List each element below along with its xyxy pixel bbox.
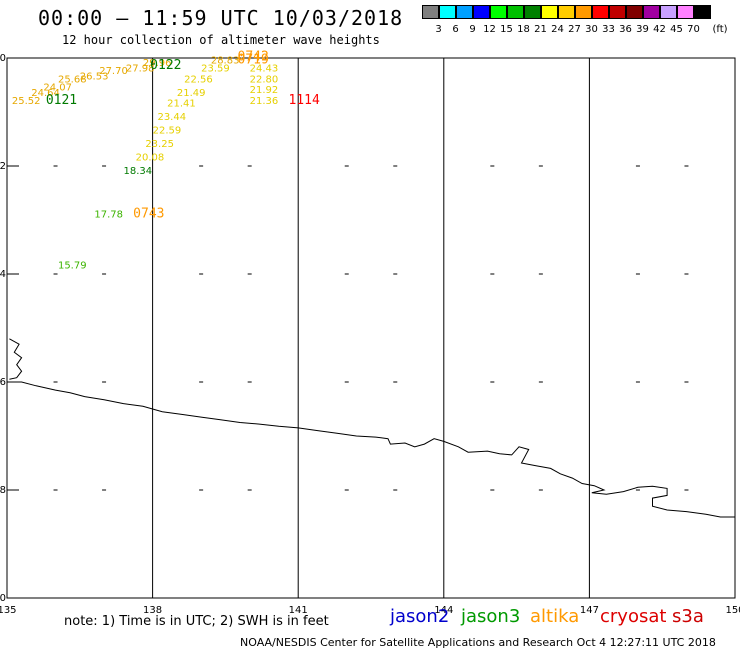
legend-unit: (ft) xyxy=(712,24,728,35)
satellite-cryosat: cryosat xyxy=(600,606,667,627)
pass-time-label: 1114 xyxy=(288,93,319,108)
legend-swatch xyxy=(643,5,660,19)
satellite-jason3: jason3 xyxy=(461,606,521,627)
legend-swatch xyxy=(473,5,490,19)
wave-height-label: 26.53 xyxy=(80,72,109,83)
legend-label: 18 xyxy=(517,24,530,35)
legend-label: 21 xyxy=(534,24,547,35)
pass-time-label: 0743 xyxy=(133,206,164,221)
legend-swatch xyxy=(660,5,677,19)
legend-label: 15 xyxy=(500,24,513,35)
wave-height-label: 22.59 xyxy=(153,126,182,137)
satellite-jason2: jason2 xyxy=(390,606,450,627)
wave-height-label: 21.49 xyxy=(177,88,206,99)
pass-time-label: 0122 xyxy=(150,58,181,73)
wave-height-label: 21.92 xyxy=(250,85,279,96)
lat-tick-label: -60 xyxy=(0,53,6,64)
coastline xyxy=(7,381,735,518)
legend-swatch xyxy=(677,5,694,19)
pass-time-label: 0121 xyxy=(46,93,77,108)
lon-tick-label: 141 xyxy=(289,605,308,616)
legend-label: 45 xyxy=(670,24,683,35)
legend-swatch xyxy=(507,5,524,19)
wave-height-label: 23.59 xyxy=(201,64,230,75)
legend-label: 27 xyxy=(568,24,581,35)
satellite-altika: altika xyxy=(530,606,580,627)
lon-tick-label: 144 xyxy=(434,605,453,616)
legend-swatch xyxy=(609,5,626,19)
legend-label: 3 xyxy=(435,24,442,35)
legend-swatch xyxy=(558,5,575,19)
legend-label: 42 xyxy=(653,24,666,35)
wave-height-label: 28.83 xyxy=(211,55,240,66)
legend-swatch xyxy=(694,5,711,19)
footnote: note: 1) Time is in UTC; 2) SWH is in fe… xyxy=(64,614,329,629)
legend-swatch xyxy=(541,5,558,19)
wave-height-label: 25.52 xyxy=(12,96,41,107)
lat-tick-label: -68 xyxy=(0,485,6,496)
wave-height-label: 20.08 xyxy=(136,153,165,164)
legend-label: 36 xyxy=(619,24,632,35)
wave-height-label: 24.07 xyxy=(43,82,72,93)
wave-height-label: 23.25 xyxy=(145,139,174,150)
lon-tick-label: 147 xyxy=(580,605,599,616)
credit-line: NOAA/NESDIS Center for Satellite Applica… xyxy=(240,636,716,649)
legend-swatch xyxy=(626,5,643,19)
legend-label: 9 xyxy=(469,24,476,35)
wave-height-label: 18.34 xyxy=(123,166,152,177)
legend-swatch xyxy=(439,5,456,19)
lon-tick-label: 150 xyxy=(725,605,740,616)
wave-height-label: 17.78 xyxy=(94,209,123,220)
lat-tick-label: -66 xyxy=(0,377,6,388)
wave-height-label: 23.44 xyxy=(157,112,186,123)
coastline-north xyxy=(9,338,23,380)
legend-swatch xyxy=(456,5,473,19)
pass-time-label: 0742 xyxy=(238,50,269,65)
lon-tick-label: 135 xyxy=(0,605,17,616)
wave-height-label: 21.36 xyxy=(250,96,279,107)
wave-height-label: 24.43 xyxy=(250,64,279,75)
wave-height-label: 22.56 xyxy=(184,74,213,85)
legend-label: 24 xyxy=(551,24,564,35)
lat-tick-label: -64 xyxy=(0,269,6,280)
legend-label: 39 xyxy=(636,24,649,35)
legend-swatch xyxy=(524,5,541,19)
wave-height-label: 25.68 xyxy=(58,74,87,85)
wave-height-label: 27.70 xyxy=(99,66,128,77)
wave-height-label: 22.80 xyxy=(250,74,279,85)
map-subtitle: 12 hour collection of altimeter wave hei… xyxy=(62,33,380,47)
wave-height-label: 21.41 xyxy=(167,99,196,110)
lon-tick-label: 138 xyxy=(143,605,162,616)
map-frame xyxy=(6,57,736,599)
satellite-s3a: s3a xyxy=(672,606,704,627)
legend-swatch xyxy=(422,5,439,19)
wave-height-label: 27.98 xyxy=(126,64,155,75)
legend-label: 6 xyxy=(452,24,459,35)
lat-tick-label: -62 xyxy=(0,161,6,172)
legend-label: 70 xyxy=(687,24,700,35)
wave-height-label: 24.64 xyxy=(31,88,60,99)
wave-height-label: 15.79 xyxy=(58,261,87,272)
legend-swatch xyxy=(490,5,507,19)
legend-label: 30 xyxy=(585,24,598,35)
legend-swatch xyxy=(592,5,609,19)
legend-label: 12 xyxy=(483,24,496,35)
wave-height-label: 29.96 xyxy=(143,58,172,69)
map-title: 00:00 – 11:59 UTC 10/03/2018 xyxy=(38,6,404,30)
pass-time-label: 0719 xyxy=(238,52,269,67)
legend-label: 33 xyxy=(602,24,615,35)
lat-tick-label: -70 xyxy=(0,593,6,604)
legend-swatch xyxy=(575,5,592,19)
